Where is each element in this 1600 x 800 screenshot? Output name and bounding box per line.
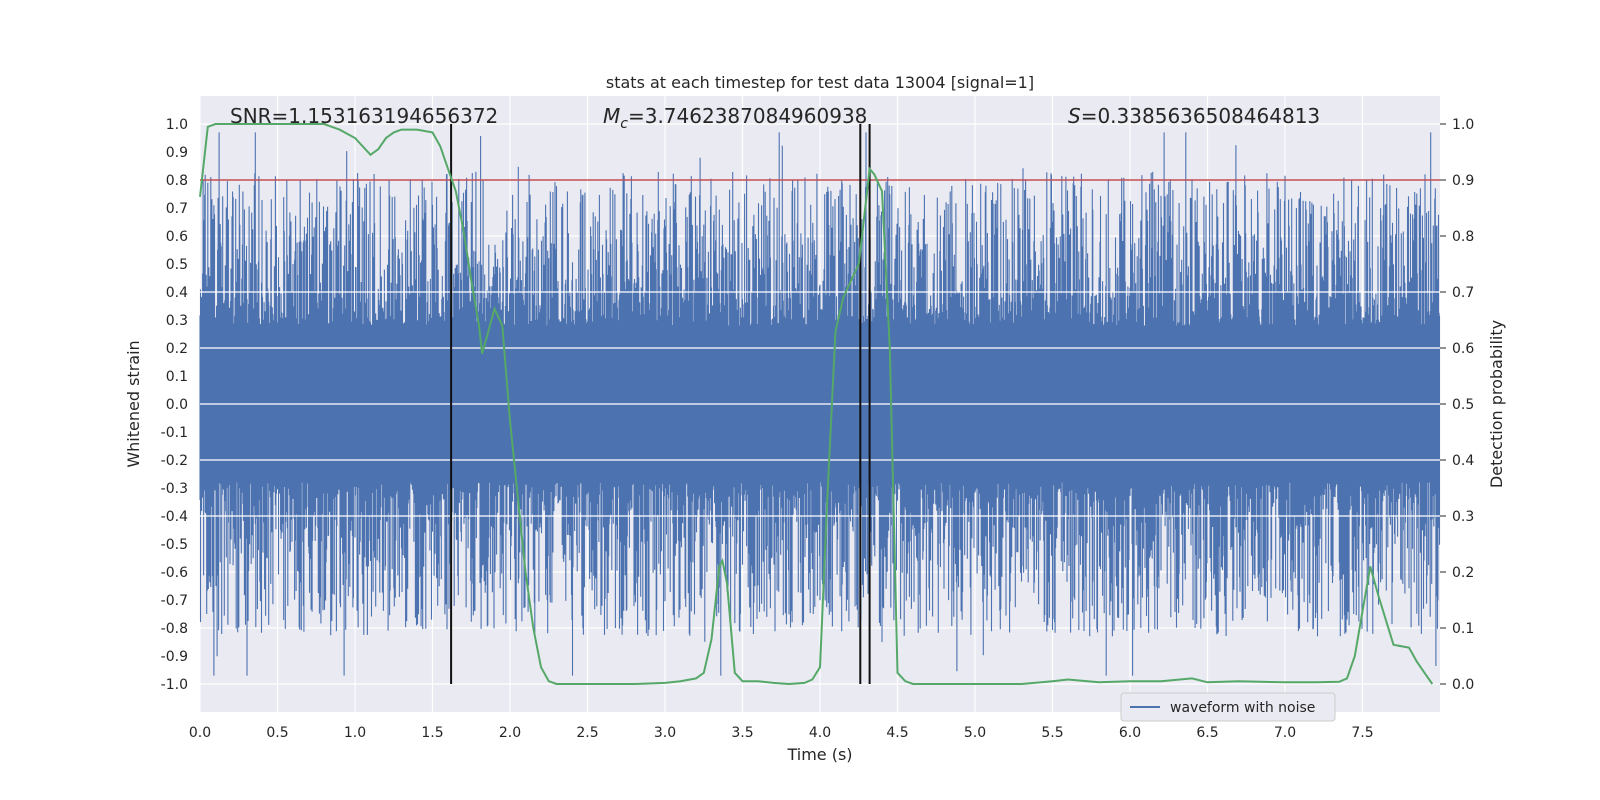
y-tick-label: -0.1 (161, 425, 188, 441)
snr-annotation: SNR=1.153163194656372 (230, 104, 498, 128)
s-annotation: S=0.3385636508464813 (1068, 104, 1320, 128)
y-tick-label: 1.0 (166, 117, 188, 133)
x-tick-label: 6.0 (1119, 725, 1141, 741)
x-axis-ticks: 0.0 0.5 1.0 1.5 2.0 2.5 3.0 3.5 4.0 4.5 5.0 5.5 6.0 6… (189, 725, 1374, 741)
y-axis-right-ticks: 1.0 0.9 0.8 0.7 0.6 0.5 0.4 0.3 0.2 0.1 0.0 (1440, 117, 1474, 693)
x-tick-label: 4.5 (886, 725, 908, 741)
y-tick-label: -0.2 (161, 453, 188, 469)
x-tick-label: 5.0 (964, 725, 986, 741)
y-tick-label: 0.8 (166, 173, 188, 189)
y-tick-label: -0.3 (161, 481, 188, 497)
y-right-tick-label: 0.6 (1452, 341, 1474, 357)
x-axis-label: Time (s) (786, 745, 852, 764)
x-tick-label: 7.0 (1274, 725, 1296, 741)
y-tick-label: -0.5 (161, 537, 188, 553)
x-tick-label: 3.0 (654, 725, 676, 741)
s-value: =0.3385636508464813 (1081, 104, 1320, 128)
x-tick-label: 2.5 (576, 725, 598, 741)
y-tick-label: 0.4 (166, 285, 188, 301)
y-tick-label: 0.5 (166, 257, 188, 273)
y-right-tick-label: 0.2 (1452, 565, 1474, 581)
y-axis-right-label: Detection probability (1487, 320, 1506, 488)
y-tick-label: 0.0 (166, 397, 188, 413)
s-symbol: S (1068, 104, 1081, 128)
y-tick-label: -0.4 (161, 509, 188, 525)
y-tick-label: 0.2 (166, 341, 188, 357)
y-tick-label: 0.1 (166, 369, 188, 385)
chirp-mass-subscript: c (620, 116, 628, 132)
x-tick-label: 7.5 (1351, 725, 1373, 741)
y-tick-label: -0.6 (161, 565, 188, 581)
y-axis-label: Whitened strain (124, 340, 143, 467)
y-right-tick-label: 0.3 (1452, 509, 1474, 525)
y-right-tick-label: 1.0 (1452, 117, 1474, 133)
chirp-mass-value: =3.7462387084960938 (628, 104, 867, 128)
x-tick-label: 1.0 (344, 725, 366, 741)
y-tick-label: 0.6 (166, 229, 188, 245)
legend-label: waveform with noise (1170, 700, 1315, 716)
chirp-mass-annotation: Mc=3.7462387084960938 (603, 104, 867, 132)
chirp-mass-symbol: M (603, 104, 620, 128)
y-right-tick-label: 0.5 (1452, 397, 1474, 413)
x-tick-label: 5.5 (1041, 725, 1063, 741)
chart-title: stats at each timestep for test data 130… (606, 73, 1034, 92)
y-axis-ticks: 1.0 0.9 0.8 0.7 0.6 0.5 0.4 0.3 0.2 0.1 0.0 -0.1 -0.… (161, 117, 188, 693)
x-tick-label: 0.5 (266, 725, 288, 741)
x-tick-label: 0.0 (189, 725, 211, 741)
y-tick-label: 0.7 (166, 201, 188, 217)
event-lines (450, 124, 871, 684)
detection-probability-line (199, 123, 1434, 686)
y-tick-label: 0.9 (166, 145, 188, 161)
x-tick-label: 4.0 (809, 725, 831, 741)
y-right-tick-label: 0.7 (1452, 285, 1474, 301)
x-tick-label: 1.5 (421, 725, 443, 741)
y-tick-label: -1.0 (161, 677, 188, 693)
detection-probability-series (199, 123, 1434, 686)
y-right-tick-label: 0.8 (1452, 229, 1474, 245)
y-tick-label: -0.7 (161, 593, 188, 609)
x-tick-label: 3.5 (731, 725, 753, 741)
y-right-tick-label: 0.4 (1452, 453, 1474, 469)
threshold-lines (200, 179, 1440, 517)
legend: waveform with noise (1120, 692, 1336, 722)
y-right-tick-label: 0.9 (1452, 173, 1474, 189)
y-tick-label: -0.9 (161, 649, 188, 665)
y-right-tick-label: 0.1 (1452, 621, 1474, 637)
legend-box (1120, 692, 1336, 722)
x-tick-label: 6.5 (1196, 725, 1218, 741)
y-right-tick-label: 0.0 (1452, 677, 1474, 693)
y-tick-label: -0.8 (161, 621, 188, 637)
y-tick-label: 0.3 (166, 313, 188, 329)
x-tick-label: 2.0 (499, 725, 521, 741)
